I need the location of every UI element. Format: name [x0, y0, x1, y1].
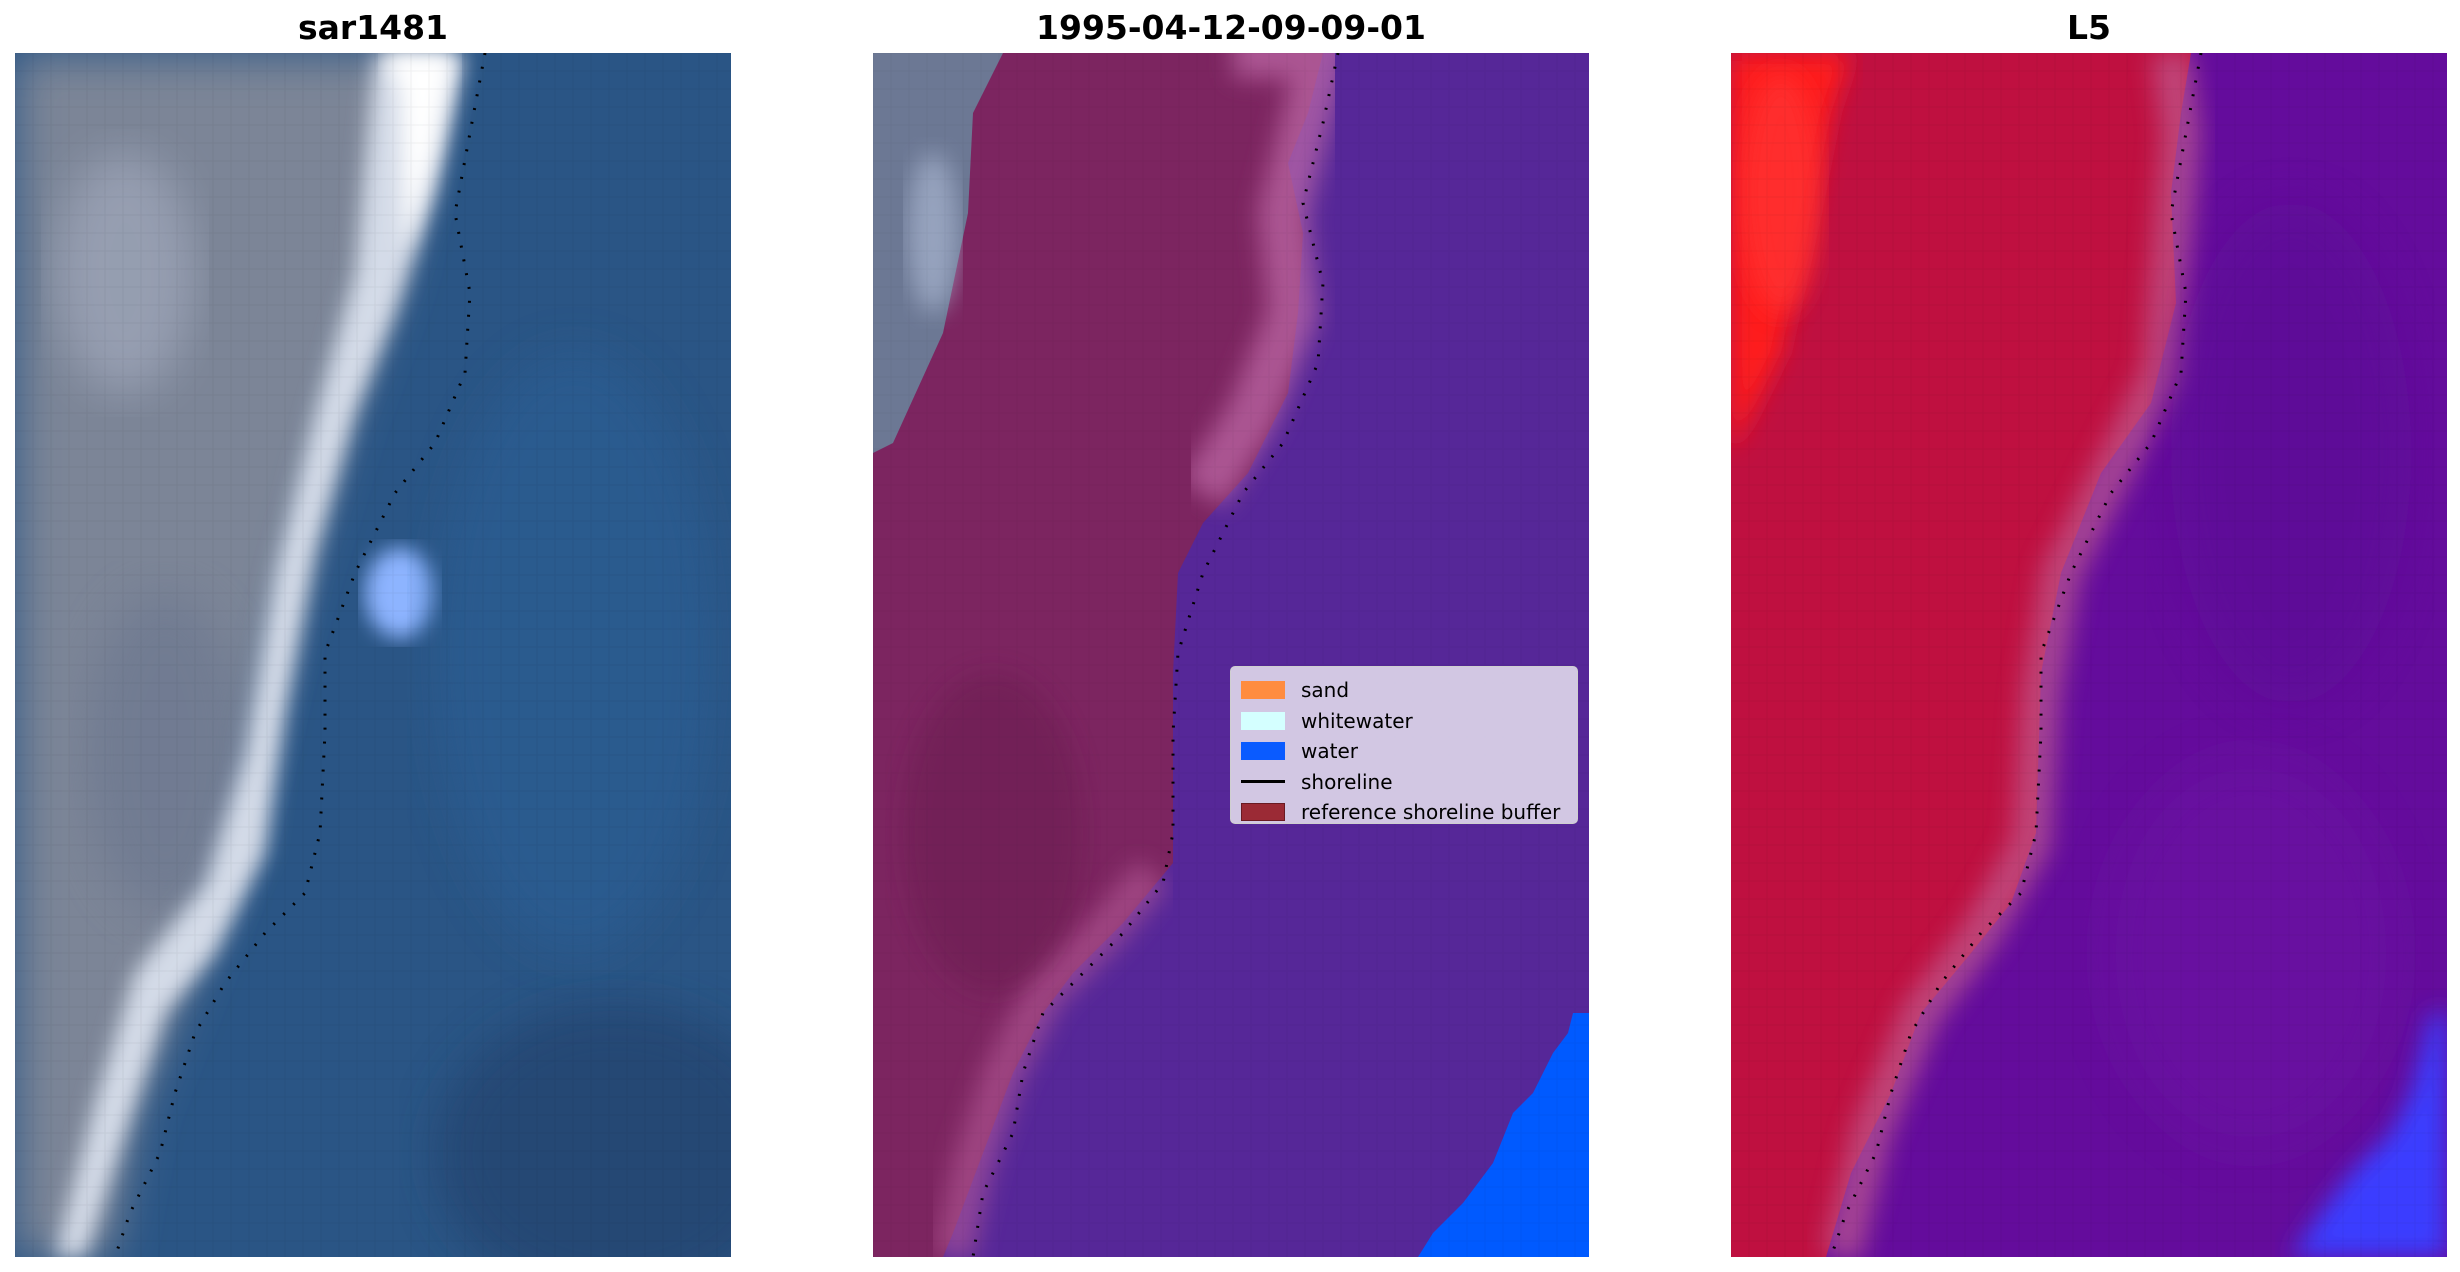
- panel-title: sar1481: [297, 8, 449, 47]
- legend-item-shoreline: shoreline: [1241, 767, 1567, 798]
- legend-label: whitewater: [1301, 708, 1413, 733]
- panel-rgb-image: sar1481: [15, 0, 731, 1272]
- legend-item-sand: sand: [1241, 675, 1567, 706]
- legend-item-water: water: [1241, 736, 1567, 767]
- panel-classified-image: 1995-04-12-09-09-01: [873, 0, 1589, 1272]
- rgb-satellite-image: [15, 53, 731, 1257]
- legend-label: sand: [1301, 678, 1350, 703]
- legend-swatch-water: [1241, 742, 1285, 761]
- panel-band-image: L5: [1731, 0, 2447, 1272]
- legend-label: reference shoreline buffer: [1301, 800, 1561, 825]
- false-color-band-image: [1731, 53, 2447, 1257]
- legend-swatch-sand: [1241, 681, 1285, 700]
- panel-title: 1995-04-12-09-09-01: [1036, 8, 1426, 47]
- legend-swatch-shoreline: [1241, 780, 1285, 784]
- legend-item-whitewater: whitewater: [1241, 706, 1567, 737]
- legend-label: shoreline: [1301, 769, 1393, 794]
- classified-image-overlay: [873, 53, 1589, 1257]
- legend: sand whitewater water shoreline referenc…: [1230, 666, 1578, 824]
- legend-swatch-whitewater: [1241, 711, 1285, 730]
- legend-item-reference-shoreline-buffer: reference shoreline buffer: [1241, 797, 1567, 828]
- legend-swatch-reference-buffer: [1241, 803, 1285, 822]
- legend-label: water: [1301, 739, 1358, 764]
- panel-title: L5: [2067, 8, 2111, 47]
